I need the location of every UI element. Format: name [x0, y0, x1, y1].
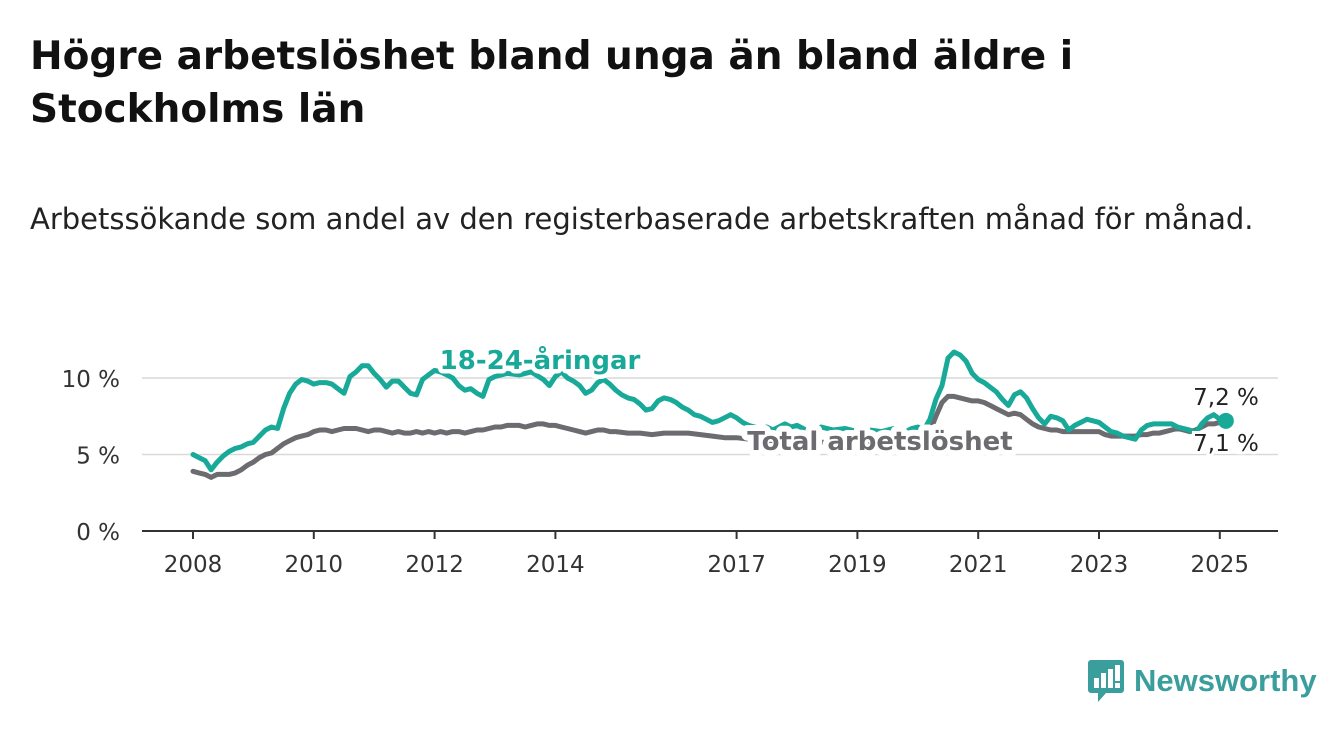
- y-tick-label-2: 10 %: [62, 367, 120, 393]
- series-line-0: [190, 349, 1229, 473]
- newsworthy-logo-icon: [1088, 660, 1124, 702]
- brand-name: Newsworthy: [1134, 663, 1317, 698]
- series-end-point-0: [1217, 412, 1234, 429]
- x-tick-label-6: 2021: [949, 552, 1008, 578]
- series-line-1: [190, 393, 1229, 480]
- y-tick-label-1: 5 %: [76, 444, 120, 470]
- chart-title: Högre arbetslöshet bland unga än bland ä…: [30, 34, 1074, 132]
- x-tick-label-1: 2010: [285, 552, 344, 578]
- chart-subtitle: Arbetssökande som andel av den registerb…: [30, 202, 1254, 236]
- x-tick-label-5: 2019: [828, 552, 887, 578]
- x-tick-label-3: 2014: [526, 552, 585, 578]
- x-axis: 2008 2010 2012 2014 2017 2019 2021 2023 2025: [142, 530, 1278, 578]
- series-end-label-0: 7,2 %: [1193, 385, 1259, 411]
- x-tick-label-2: 2012: [405, 552, 464, 578]
- series-labels: 7,2 % 7,1 % 18-24-åringar Total arbetslöshe…: [435, 340, 1262, 464]
- series-end-label-1: 7,1 %: [1193, 431, 1259, 457]
- series-name-label-1: Total arbetslöshet: [747, 427, 1012, 457]
- x-tick-label-7: 2023: [1070, 552, 1129, 578]
- y-axis-ticks: 0 % 5 % 10 %: [62, 367, 120, 546]
- series-lines: [190, 349, 1234, 480]
- series-name-label-0: 18-24-åringar: [440, 344, 641, 376]
- x-tick-label-4: 2017: [707, 552, 766, 578]
- x-tick-label-0: 2008: [164, 552, 223, 578]
- brand: Newsworthy: [1088, 660, 1317, 702]
- y-tick-label-0: 0 %: [76, 520, 120, 546]
- grid-lines: [142, 377, 1278, 456]
- x-tick-label-8: 2025: [1191, 552, 1250, 578]
